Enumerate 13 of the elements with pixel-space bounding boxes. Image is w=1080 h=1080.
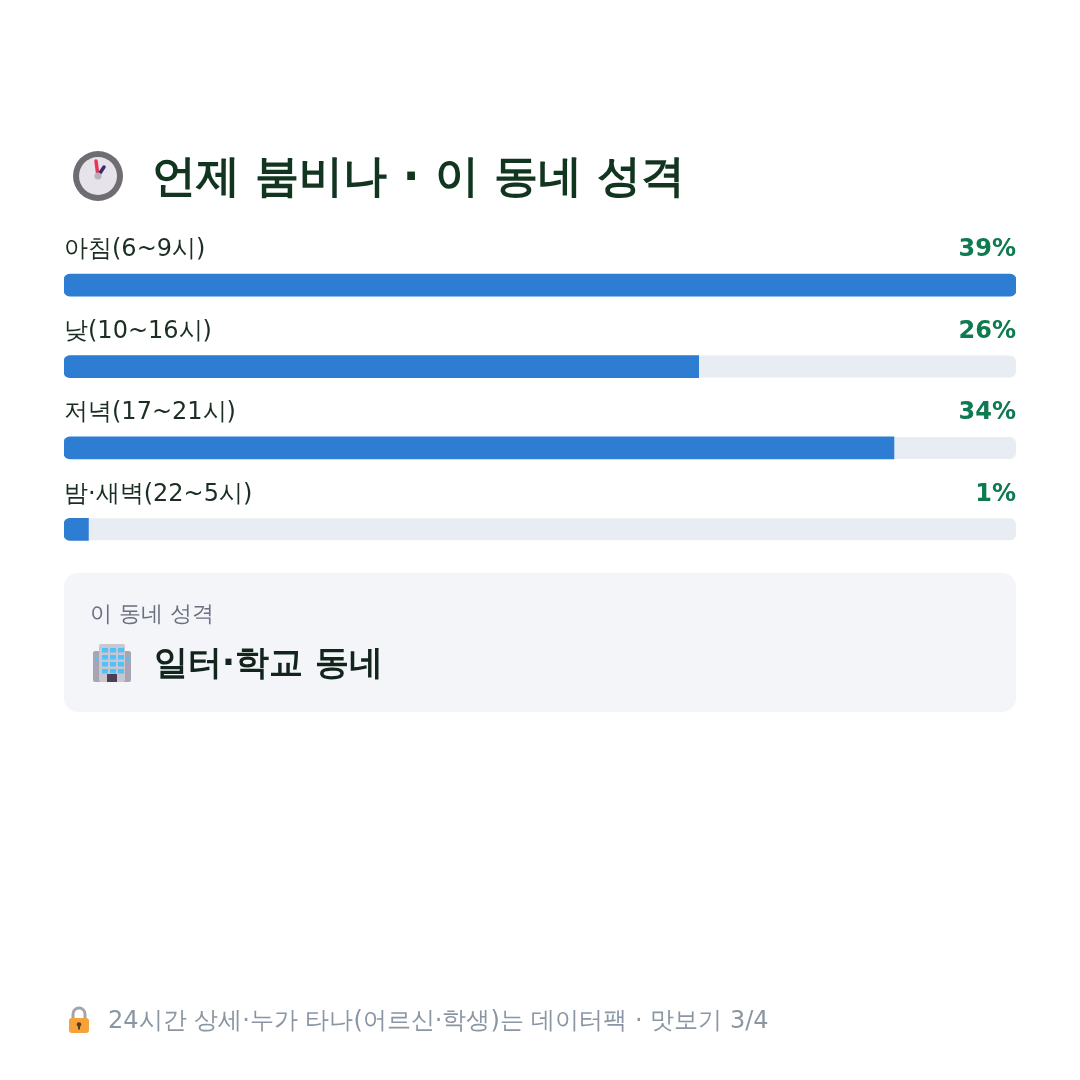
data-label: 39% [958, 234, 1016, 263]
data-label: 34% [958, 397, 1016, 426]
y-tick-label: 저녁(17~21시) [64, 397, 236, 426]
y-tick-label: 밤·새벽(22~5시) [64, 478, 253, 507]
data-label: 26% [958, 315, 1016, 344]
text: 24시간 상세·누가 타나(어르신·학생)는 데이터팩 · 맛보기 3/4 [108, 1005, 769, 1036]
bar [64, 517, 89, 541]
text: 이 동네 성격 [90, 600, 214, 628]
data-label: 1% [975, 478, 1016, 507]
y-tick-label: 아침(6~9시) [64, 234, 206, 263]
chart-title: 언제 붐비나 · 이 동네 성격 [152, 148, 686, 203]
text: 일터·학교 동네 [154, 641, 383, 684]
y-tick-label: 낮(10~16시) [64, 315, 212, 344]
